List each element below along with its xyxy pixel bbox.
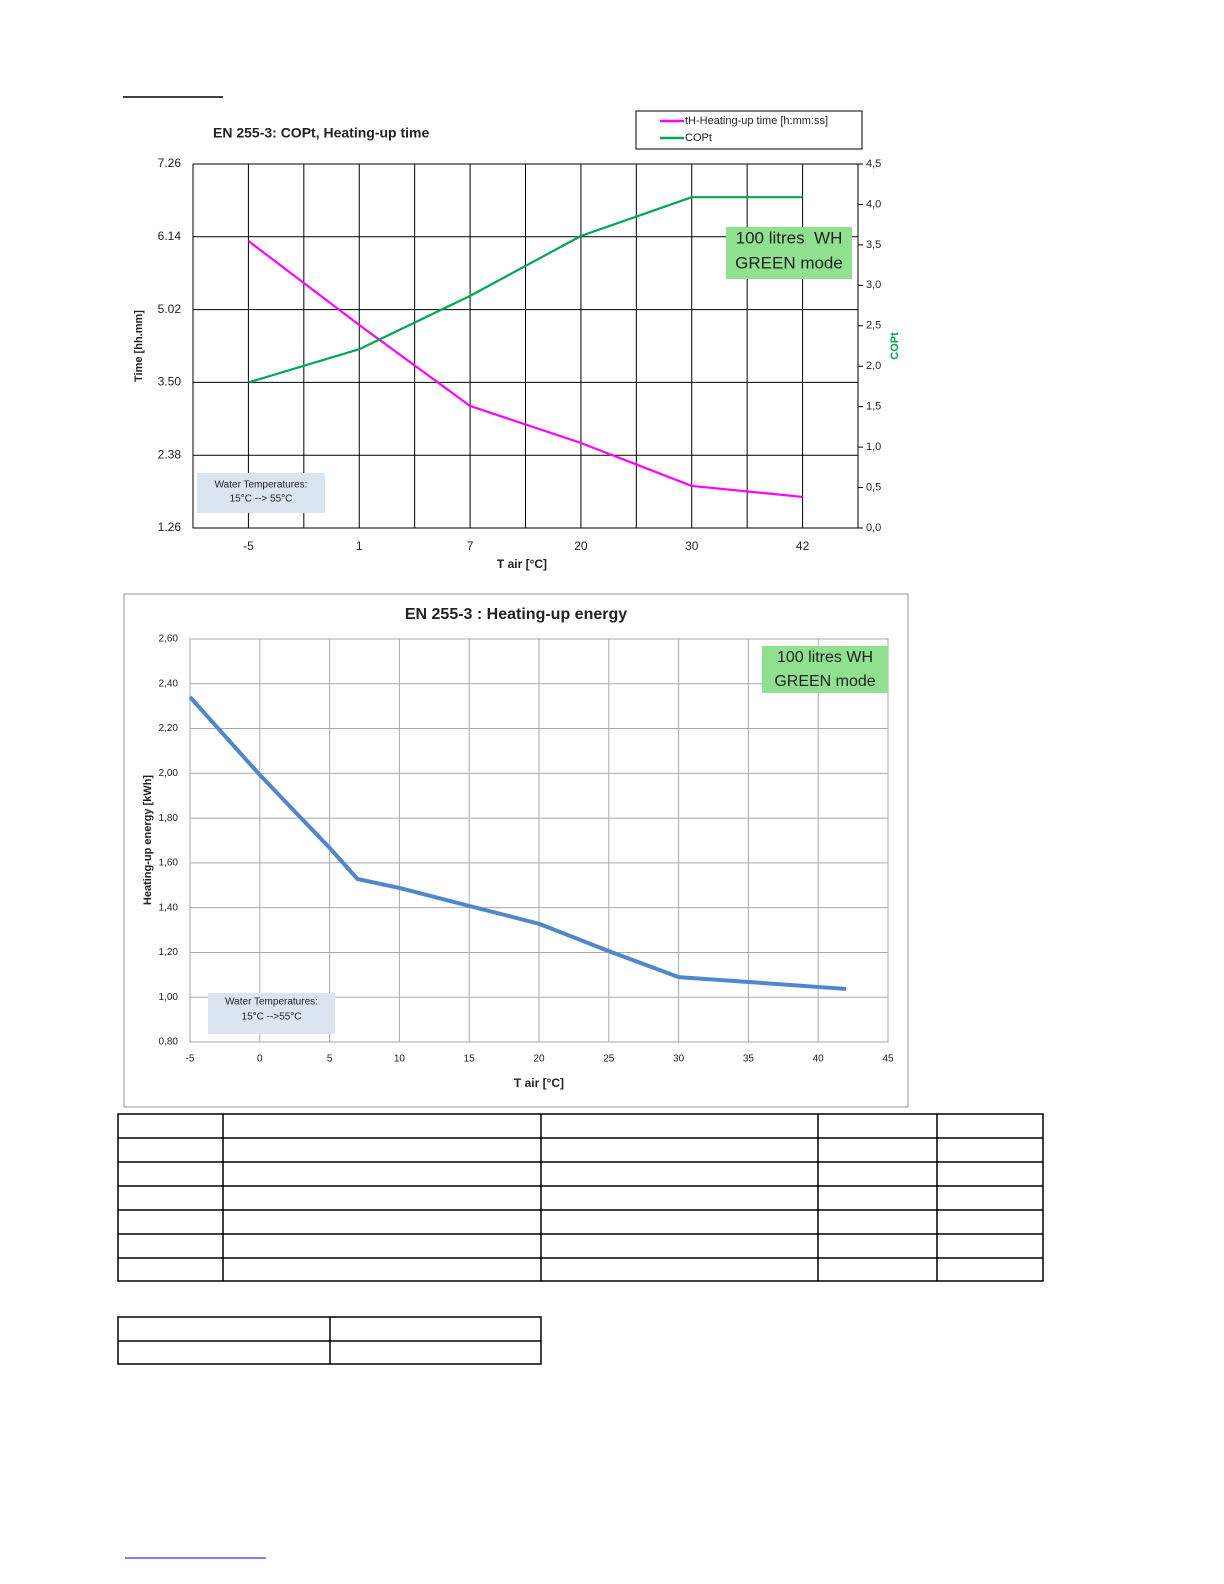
y-tick-label: 3.50 [158, 375, 182, 389]
annotation: Water Temperatures: [215, 480, 308, 491]
x-axis-label: T air [°C] [497, 557, 547, 571]
y-tick-label: 1,60 [159, 858, 179, 869]
y2-tick-label: 3,5 [866, 239, 881, 251]
annotation-box [762, 646, 888, 693]
annotation: 15°C -->55°C [242, 1012, 302, 1023]
y-tick-label: 7.26 [158, 156, 182, 170]
x-tick-label: 15 [464, 1054, 476, 1065]
legend-box [635, 110, 863, 150]
y2-tick-label: 0,5 [866, 481, 881, 493]
y-tick-label: 2,20 [159, 723, 179, 734]
y-tick-label: 2,00 [159, 768, 179, 779]
y-tick-label: 6.14 [158, 229, 182, 243]
table [117, 1316, 542, 1365]
x-tick-label: 42 [796, 539, 810, 553]
x-tick-label: 10 [394, 1054, 406, 1065]
y2-tick-label: 0,0 [866, 522, 881, 534]
y-tick-label: 0,80 [159, 1037, 179, 1048]
x-tick-label: 40 [813, 1054, 825, 1065]
annotation: 100 litres WH [736, 228, 843, 247]
series-line [188, 695, 847, 991]
x-tick-label: 45 [882, 1054, 894, 1065]
x-tick-label: 30 [673, 1054, 685, 1065]
y-axis-label: Time [hh.mm] [133, 310, 145, 382]
y-tick-label: 2.38 [158, 447, 182, 461]
annotation: 100 litres WH [777, 649, 873, 666]
chart-frame [123, 593, 909, 1108]
y2-tick-label: 1,0 [866, 441, 881, 453]
series-line [247, 240, 803, 499]
x-tick-label: -5 [243, 539, 254, 553]
y-tick-label: 1,80 [159, 813, 179, 824]
annotation: GREEN mode [774, 673, 875, 690]
y-tick-label: 1,00 [159, 992, 179, 1003]
x-tick-label: 7 [467, 539, 474, 553]
x-tick-label: 25 [603, 1054, 615, 1065]
x-tick-label: 35 [743, 1054, 755, 1065]
x-tick-label: 1 [356, 539, 363, 553]
y2-axis-label: COPt [889, 332, 901, 360]
annotation: 15°C --> 55°C [230, 494, 293, 505]
annotation: Water Temperatures: [225, 997, 318, 1008]
chart-title: EN 255-3 : Heating-up energy [405, 606, 627, 623]
y2-tick-label: 2,5 [866, 320, 881, 332]
y2-tick-label: 4,0 [866, 198, 881, 210]
x-axis-label: T air [°C] [514, 1076, 564, 1090]
x-tick-label: -5 [186, 1054, 195, 1065]
y2-tick-label: 4,5 [866, 158, 881, 170]
annotation-box [197, 473, 325, 513]
y2-tick-label: 1,5 [866, 401, 881, 413]
annotation-box [208, 993, 335, 1034]
y2-tick-label: 3,0 [866, 279, 881, 291]
y-tick-label: 1,40 [159, 902, 179, 913]
y-tick-label: 5.02 [158, 302, 182, 316]
series-line [248, 196, 803, 384]
legend-label: tH-Heating-up time [h:mm:ss] [685, 115, 828, 127]
x-tick-label: 30 [685, 539, 699, 553]
table [117, 1113, 1044, 1282]
annotation-box [726, 227, 852, 279]
y-tick-label: 2,40 [159, 678, 179, 689]
annotation: GREEN mode [735, 253, 843, 272]
x-tick-label: 20 [533, 1054, 545, 1065]
y2-tick-label: 2,0 [866, 360, 881, 372]
x-tick-label: 20 [574, 539, 588, 553]
y-tick-label: 1,20 [159, 947, 179, 958]
y-axis-label: Heating-up energy [kWh] [142, 775, 154, 906]
y-tick-label: 2,60 [159, 634, 179, 645]
chart-title: EN 255-3: COPt, Heating-up time [213, 125, 429, 141]
x-tick-label: 0 [257, 1054, 263, 1065]
x-tick-label: 5 [327, 1054, 333, 1065]
y-tick-label: 1.26 [158, 520, 182, 534]
legend-label: COPt [685, 132, 712, 144]
